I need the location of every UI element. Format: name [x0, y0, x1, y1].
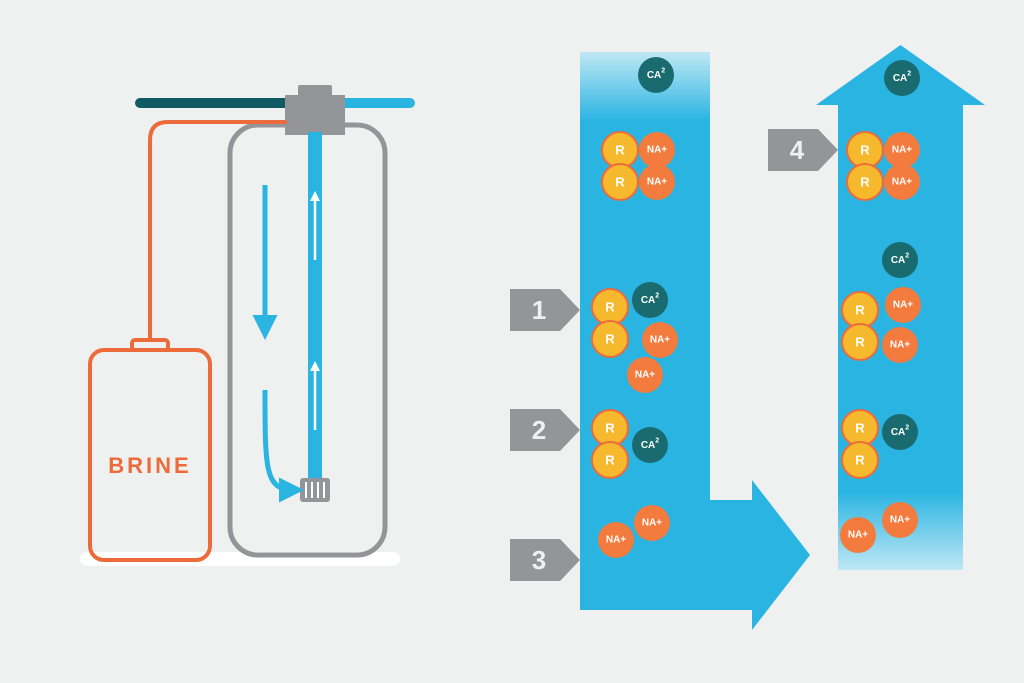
svg-text:NA+: NA+	[848, 530, 868, 541]
ion-r: R	[842, 324, 878, 360]
svg-text:R: R	[855, 303, 865, 318]
ion-na: NA+	[598, 522, 634, 558]
valve-head	[285, 95, 345, 135]
svg-text:NA+: NA+	[890, 515, 910, 526]
ion-na: NA+	[885, 287, 921, 323]
step-marker-1: 1	[510, 289, 580, 331]
diagram-canvas: CA2 R R NA+ NA+ R R CA2 NA+ NA+ R R CA2 NA+ NA+ CA2 R R NA…	[0, 0, 1024, 683]
ion-ca: CA2	[882, 414, 918, 450]
step-number: 1	[532, 295, 546, 325]
svg-text:R: R	[605, 421, 615, 436]
ion-na: NA+	[884, 132, 920, 168]
valve-cap	[298, 85, 332, 97]
ion-ca: CA2	[632, 427, 668, 463]
inlet-bar-dark	[135, 98, 305, 108]
ion-r: R	[847, 164, 883, 200]
svg-text:NA+: NA+	[642, 518, 662, 529]
ion-r: R	[842, 442, 878, 478]
step-marker-2: 2	[510, 409, 580, 451]
svg-text:R: R	[605, 453, 615, 468]
ion-r: R	[847, 132, 883, 168]
ion-na: NA+	[634, 505, 670, 541]
ion-na: NA+	[882, 327, 918, 363]
ion-r: R	[592, 442, 628, 478]
ion-na: NA+	[840, 517, 876, 553]
svg-text:NA+: NA+	[892, 145, 912, 156]
step-marker-3: 3	[510, 539, 580, 581]
svg-text:R: R	[615, 175, 625, 190]
svg-text:R: R	[855, 421, 865, 436]
svg-text:NA+: NA+	[647, 177, 667, 188]
svg-text:NA+: NA+	[647, 145, 667, 156]
distributor	[300, 478, 330, 502]
ion-r: R	[592, 289, 628, 325]
step-number: 4	[790, 135, 805, 165]
ion-r: R	[592, 321, 628, 357]
ion-na: NA+	[884, 164, 920, 200]
svg-text:NA+: NA+	[893, 300, 913, 311]
ion-ca: CA2	[884, 60, 920, 96]
ion-ca: CA2	[632, 282, 668, 318]
svg-text:NA+: NA+	[892, 177, 912, 188]
ion-na: NA+	[639, 164, 675, 200]
ion-r: R	[592, 410, 628, 446]
svg-text:NA+: NA+	[650, 335, 670, 346]
ion-r: R	[842, 410, 878, 446]
ion-na: NA+	[882, 502, 918, 538]
svg-text:R: R	[860, 175, 870, 190]
ion-r: R	[842, 292, 878, 328]
svg-text:NA+: NA+	[606, 535, 626, 546]
ion-ca: CA2	[638, 57, 674, 93]
ion-ca: CA2	[882, 242, 918, 278]
outlet-bar-blue	[335, 98, 415, 108]
svg-text:NA+: NA+	[890, 340, 910, 351]
svg-text:NA+: NA+	[635, 370, 655, 381]
flow-curve-arrow	[265, 390, 294, 490]
ion-r: R	[602, 164, 638, 200]
svg-text:R: R	[615, 143, 625, 158]
ion-na: NA+	[642, 322, 678, 358]
svg-text:R: R	[605, 332, 615, 347]
step-number: 3	[532, 545, 546, 575]
svg-text:R: R	[860, 143, 870, 158]
step-marker-4: 4	[768, 129, 838, 171]
ion-r: R	[602, 132, 638, 168]
svg-text:R: R	[855, 335, 865, 350]
softener-apparatus: BRINE	[80, 85, 415, 566]
ion-na: NA+	[639, 132, 675, 168]
svg-text:R: R	[605, 300, 615, 315]
svg-text:R: R	[855, 453, 865, 468]
step-number: 2	[532, 415, 546, 445]
brine-label: BRINE	[108, 453, 191, 478]
ion-na: NA+	[627, 357, 663, 393]
